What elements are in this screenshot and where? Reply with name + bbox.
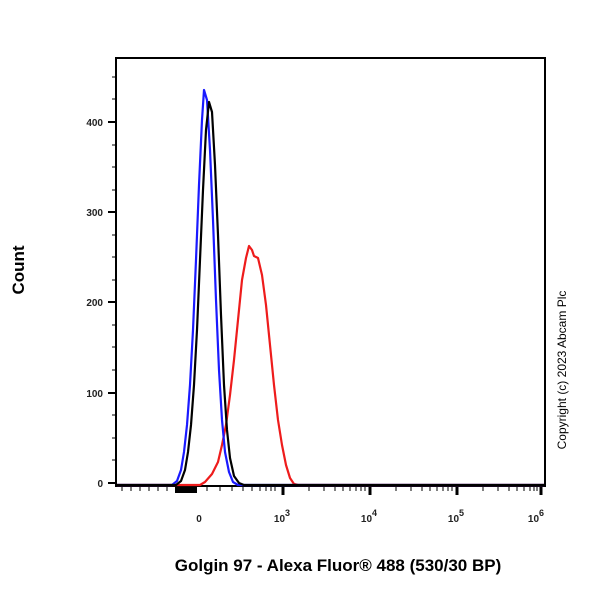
y-tick-label-200: 200 [86,298,103,309]
y-tick-label-300: 300 [86,208,103,219]
y-tick-label-100: 100 [86,389,103,400]
series-black-curve [117,100,544,487]
y-tick-label-400: 400 [86,118,103,129]
x-tick-label-0: 0 [196,514,202,525]
x-axis-title: Golgin 97 - Alexa Fluor® 488 (530/30 BP) [175,556,502,575]
plot-frame [115,57,546,487]
x-tick-label-1e4: 104 [361,508,377,525]
x-tick-label-1e6: 106 [528,508,544,525]
x-tick-label-1e5: 105 [448,508,464,525]
copyright-notice: Copyright (c) 2023 Abcam Plc [555,291,569,450]
y-axis-title: Count [9,245,28,294]
x-tick-label-1e3: 103 [274,508,290,525]
y-axis [108,76,116,484]
x-axis [121,486,543,495]
series-red-curve [117,244,544,487]
y-tick-label-0: 0 [97,479,103,490]
series-blue-curve [117,88,544,487]
